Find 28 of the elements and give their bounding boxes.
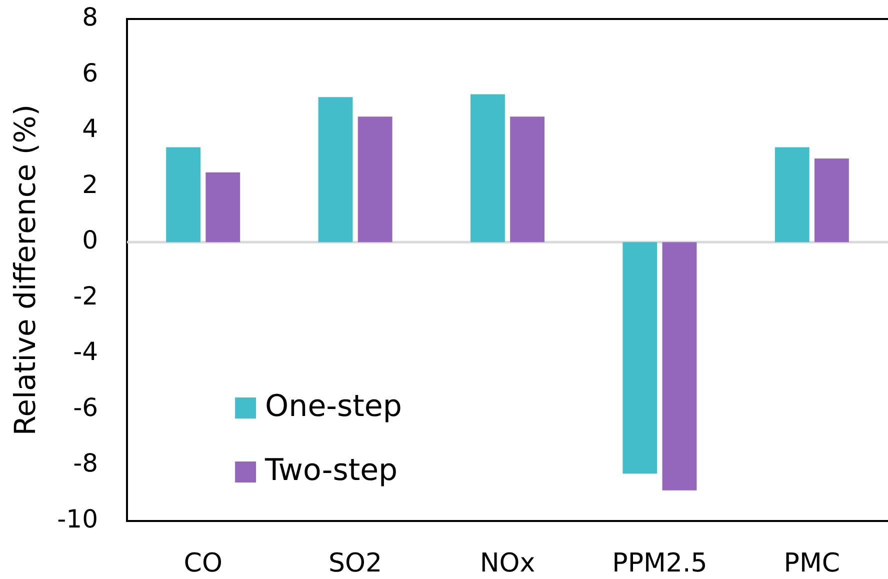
y-tick-label: -10 [57,504,98,534]
bar [510,116,544,242]
bar [814,158,849,242]
y-tick-label: -4 [73,337,98,366]
y-axis-title: Relative difference (%) [8,104,42,436]
bar [206,172,240,242]
bar [166,147,201,242]
y-tick-label: 2 [82,170,98,199]
x-tick-label: CO [184,548,222,578]
bar [662,242,697,490]
y-tick-label: 0 [82,226,98,255]
bar [470,94,505,242]
legend-label: Two-step [264,452,398,488]
bar [358,116,392,242]
y-tick-label: -6 [73,392,98,422]
bar [622,242,658,474]
y-tick-label: 6 [82,58,98,88]
bar [774,147,810,242]
x-tick-label: SO2 [328,548,382,578]
y-tick-label: -2 [73,281,98,310]
x-tick-label: PPM2.5 [612,548,708,578]
x-tick-label: PMC [784,548,840,578]
legend-label: One-step [265,388,402,424]
y-tick-label: 8 [82,2,98,32]
x-tick-label: NOx [480,548,536,578]
y-tick-label: 4 [82,114,98,144]
y-tick-label: -8 [73,448,98,478]
bar [318,97,353,242]
